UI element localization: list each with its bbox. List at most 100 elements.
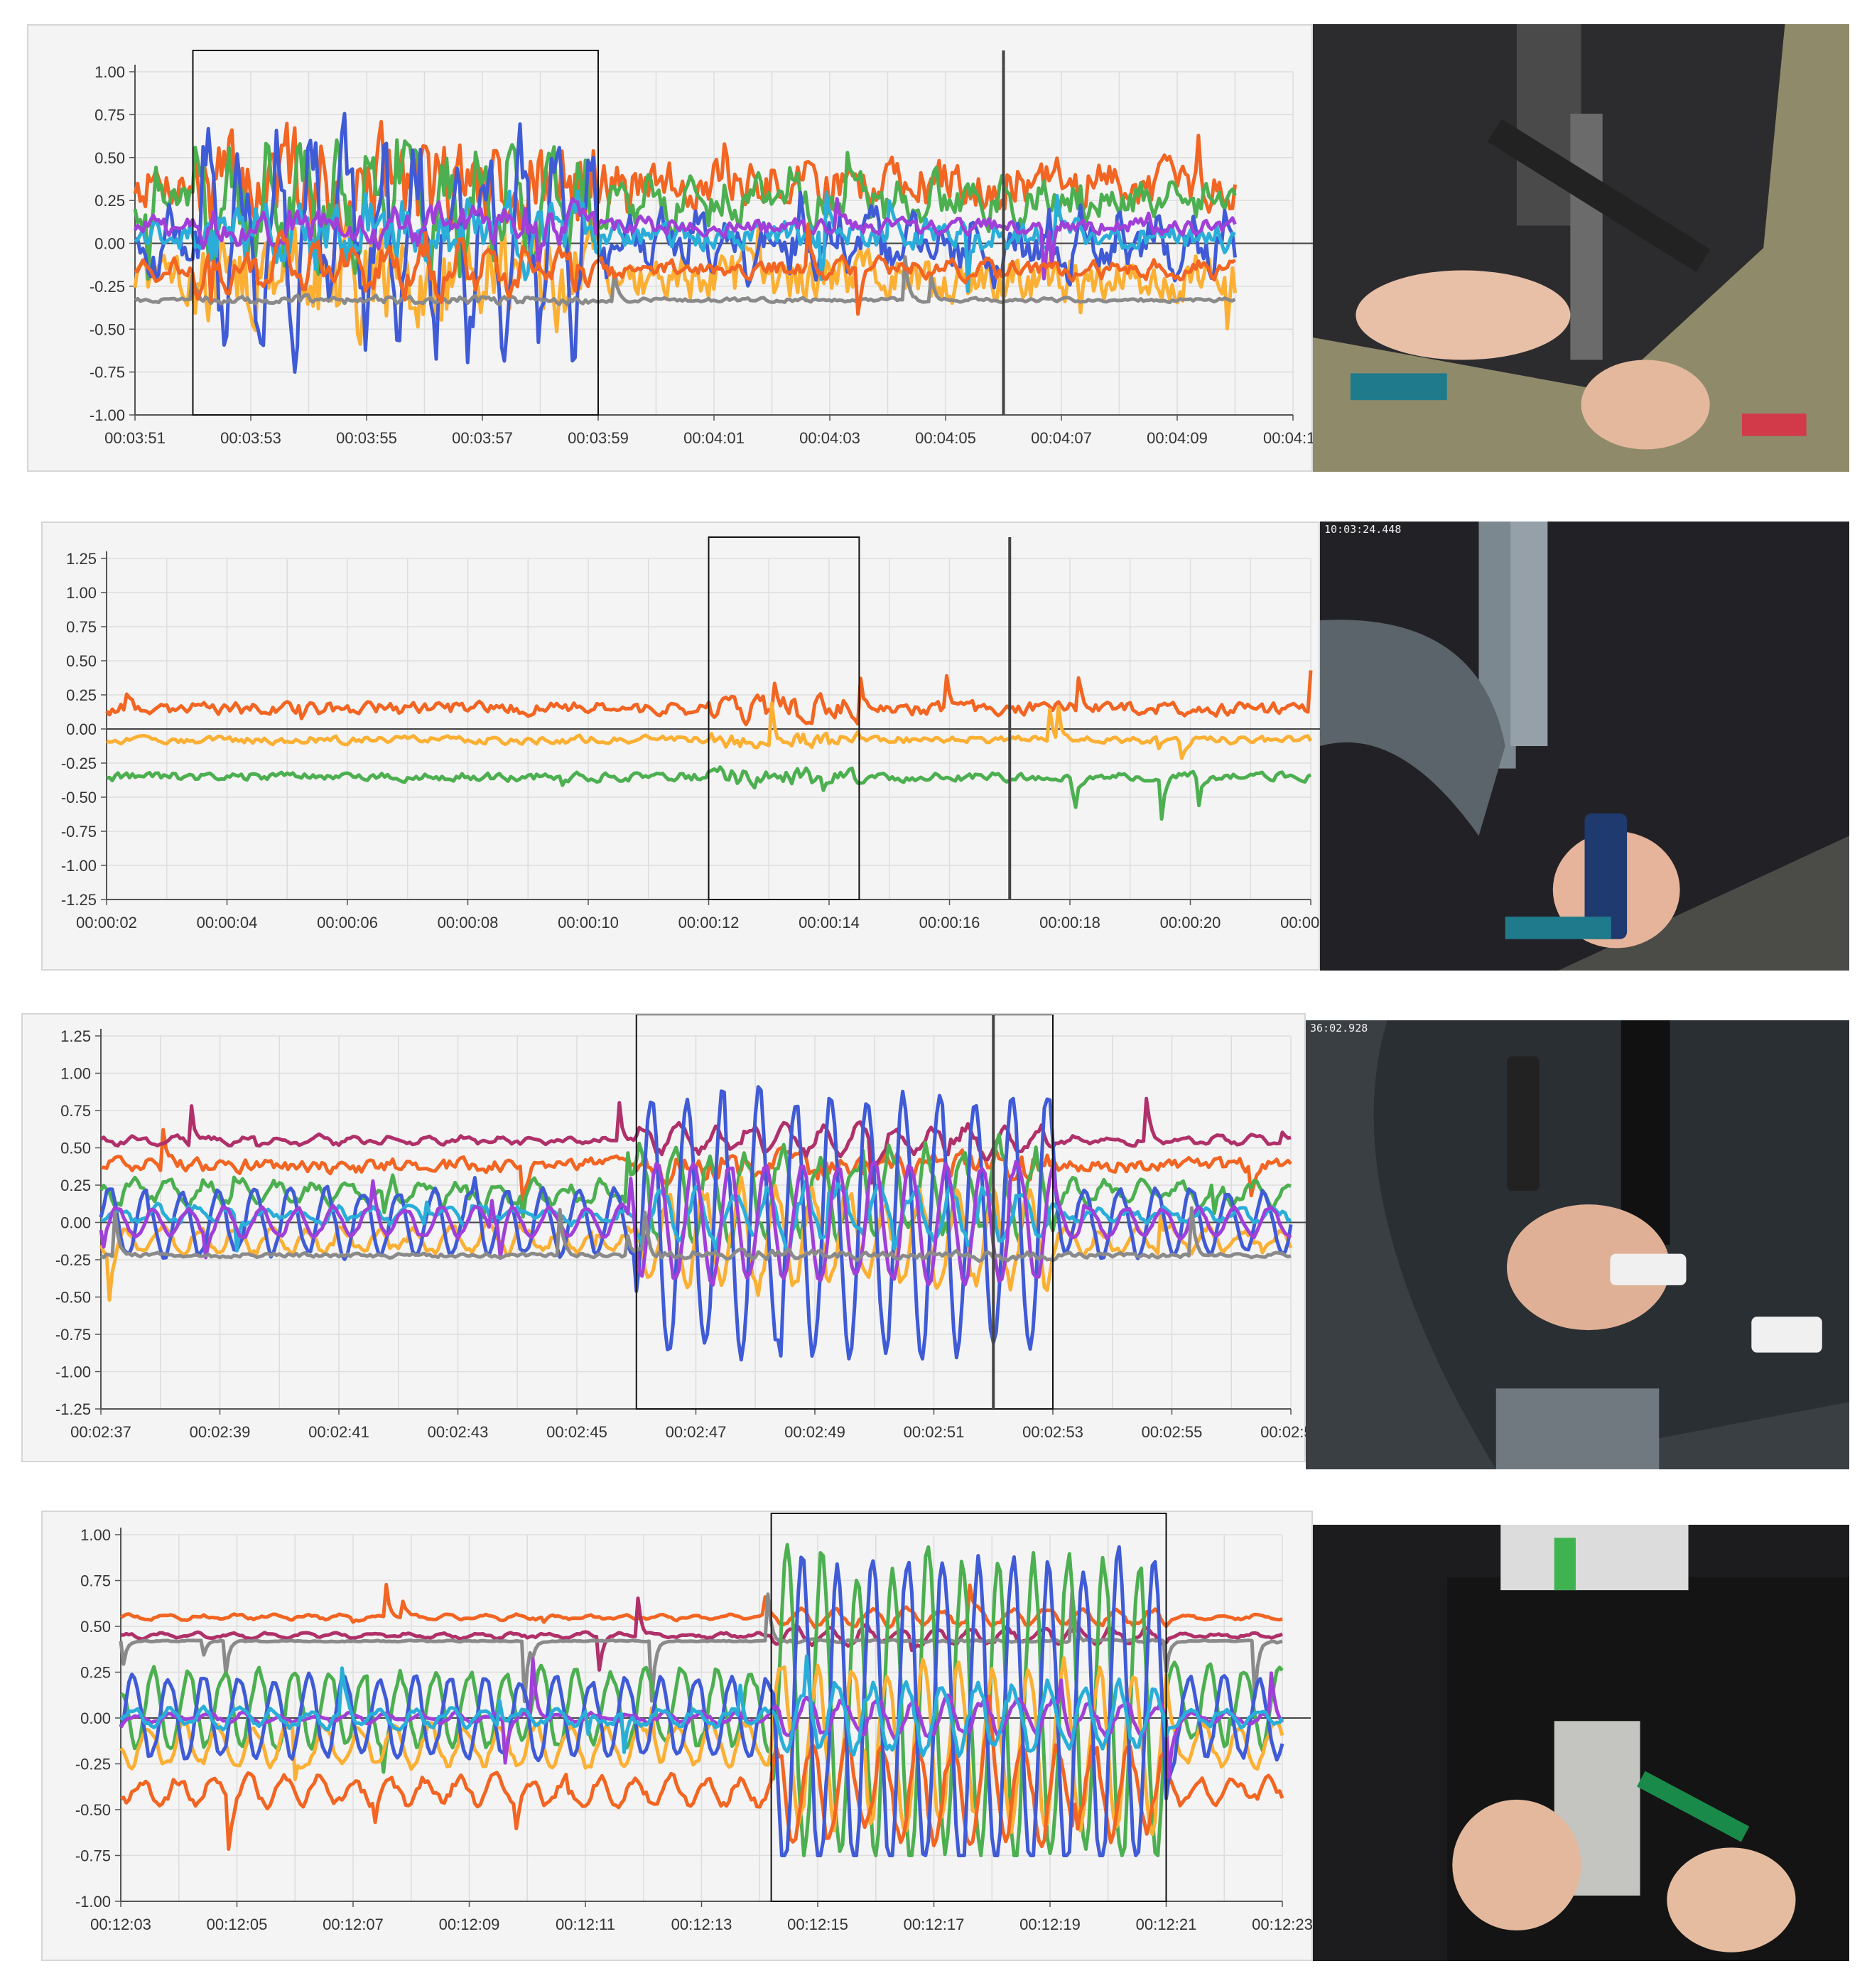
workbench-photo-2: [1320, 522, 1849, 971]
y-tick-label: 0.75: [94, 106, 125, 124]
left-hand: [1356, 270, 1571, 360]
line-chart-2: 1.25 1.00 0.75 0.50 0.25 0.00 -0.25 -0.50 -0.75 -…: [61, 536, 1321, 931]
screwdriver: [1507, 1056, 1540, 1192]
y-tick-label: 0.00: [80, 1709, 111, 1727]
y-tick-label: -0.25: [61, 755, 97, 772]
series-line-orange_red: [134, 222, 1236, 316]
highlight-window: [635, 1015, 1054, 1410]
x-tick-label: 00:02:57: [1260, 1423, 1307, 1441]
line-chart-1: 1.00 0.75 0.50 0.25 0.00 -0.25 -0.50 -0.75 -1.00…: [90, 50, 1314, 447]
x-tick-label: 00:12:07: [323, 1916, 384, 1933]
y-tick-label: -1.00: [75, 1893, 111, 1911]
line-chart-3: 1.25 1.00 0.75 0.50 0.25 0.00 -0.25 -0.50 -0.75 -…: [55, 1015, 1307, 1441]
series-line-green: [133, 138, 1237, 281]
y-tick-label: -0.25: [55, 1251, 91, 1269]
video-frame-3: 36:02.928: [1306, 1020, 1849, 1469]
y-tick-label: -0.50: [61, 789, 97, 806]
highlight-window: [708, 536, 860, 900]
y-tick-label: 1.25: [66, 550, 97, 568]
series-line-orange: [133, 215, 1237, 346]
x-tick-label: 00:00:16: [919, 914, 980, 931]
x-tick-label: 00:02:55: [1142, 1423, 1203, 1441]
wrist-band-red: [1742, 414, 1807, 436]
series-line-blue: [99, 1085, 1293, 1362]
y-tick-label: 0.75: [66, 618, 97, 636]
y-tick-label: 0.50: [94, 149, 125, 167]
x-tick-label: 00:12:23: [1252, 1916, 1313, 1933]
video-frame-2: 10:03:24.448: [1320, 522, 1849, 971]
y-tick-label: -1.00: [55, 1363, 91, 1381]
y-tick-label: 0.25: [94, 192, 125, 210]
y-tick-label: 0.00: [66, 720, 97, 738]
series-line-purple: [99, 1160, 1292, 1287]
wrist-band: [1505, 917, 1611, 939]
x-tick-label: 00:04:09: [1147, 429, 1208, 447]
wrist-sensor-2: [1751, 1317, 1822, 1353]
x-tick-label: 00:02:53: [1022, 1423, 1083, 1441]
y-tick-label: -0.25: [90, 278, 125, 296]
y-tick-label: -1.25: [61, 891, 97, 909]
x-tick-label: 00:04:05: [915, 429, 976, 447]
x-tick-label: 00:00:22: [1280, 914, 1321, 931]
series-line-green: [119, 1543, 1284, 1857]
x-tick-label: 00:12:19: [1019, 1916, 1081, 1933]
rack-rail: [1510, 522, 1548, 746]
y-tick-label: 0.75: [60, 1102, 91, 1120]
y-tick-label: 0.50: [80, 1618, 111, 1636]
y-tick-label: -1.00: [61, 857, 97, 875]
y-tick-label: 0.75: [80, 1572, 111, 1590]
chart-panel-1: 1.00 0.75 0.50 0.25 0.00 -0.25 -0.50 -0.75 -1.00…: [27, 24, 1314, 472]
y-tick-label: 0.25: [60, 1177, 91, 1194]
chart-panel-4: 1.00 0.75 0.50 0.25 0.00 -0.25 -0.50 -0.75 -1.00…: [41, 1511, 1313, 1961]
x-tick-label: 00:02:51: [904, 1423, 965, 1441]
chart-panel-3: 1.25 1.00 0.75 0.50 0.25 0.00 -0.25 -0.50 -0.75 -…: [21, 1013, 1307, 1462]
x-tick-label: 00:03:53: [220, 429, 281, 447]
x-tick-label: 00:03:59: [568, 429, 629, 447]
x-tick-label: 00:00:12: [678, 914, 740, 931]
x-tick-label: 00:02:43: [428, 1423, 489, 1441]
x-tick-label: 00:12:13: [671, 1916, 732, 1933]
rack-bracket: [1570, 114, 1603, 360]
y-tick-label: 1.00: [66, 584, 97, 602]
chart-panel-2: 1.25 1.00 0.75 0.50 0.25 0.00 -0.25 -0.50 -0.75 -…: [41, 522, 1321, 971]
x-tick-label: 00:03:51: [104, 429, 166, 447]
x-tick-label: 00:02:49: [784, 1423, 845, 1441]
power-screwdriver: [1584, 813, 1628, 939]
wrist-band: [1350, 373, 1447, 401]
rack-slot: [1621, 1020, 1670, 1245]
x-tick-label: 00:12:21: [1136, 1916, 1197, 1933]
torque-wrench: [1487, 119, 1711, 273]
x-tick-label: 00:04:11: [1263, 429, 1314, 447]
workbench-photo-3: [1306, 1020, 1849, 1469]
right-hand: [1507, 1204, 1670, 1331]
rack-panel: [1320, 522, 1849, 971]
series-line-blue: [119, 1545, 1284, 1857]
y-tick-label: 0.50: [66, 652, 97, 670]
x-tick-label: 00:04:03: [799, 429, 860, 447]
right-hand: [1667, 1847, 1796, 1952]
y-tick-label: 1.00: [80, 1526, 111, 1544]
y-tick-label: -0.25: [75, 1756, 111, 1773]
x-tick-label: 00:03:55: [336, 429, 397, 447]
y-tick-label: 0.25: [80, 1664, 111, 1682]
x-tick-label: 00:02:37: [70, 1423, 131, 1441]
line-chart-4: 1.00 0.75 0.50 0.25 0.00 -0.25 -0.50 -0.75 -1.00…: [75, 1513, 1313, 1933]
x-tick-label: 00:00:08: [438, 914, 499, 931]
curved-rail: [1320, 620, 1505, 836]
video-timestamp-2: 10:03:24.448: [1324, 523, 1402, 536]
x-tick-label: 00:02:47: [666, 1423, 727, 1441]
x-tick-label: 00:12:15: [787, 1916, 848, 1933]
series-line-grey: [99, 1206, 1292, 1263]
wrist-sensor: [1610, 1253, 1687, 1285]
y-tick-label: 0.00: [60, 1214, 91, 1232]
right-hand: [1581, 360, 1710, 450]
hand-screwdriver: [1637, 1771, 1750, 1842]
workbench-photo-4: [1313, 1525, 1849, 1961]
x-tick-label: 00:00:06: [317, 914, 378, 931]
y-tick-label: -0.50: [55, 1289, 91, 1307]
y-tick-label: 0.25: [66, 686, 97, 704]
y-tick-label: -0.75: [90, 364, 125, 382]
x-tick-label: 00:12:03: [90, 1916, 151, 1933]
x-tick-label: 00:00:10: [558, 914, 619, 931]
x-tick-label: 00:00:18: [1039, 914, 1100, 931]
